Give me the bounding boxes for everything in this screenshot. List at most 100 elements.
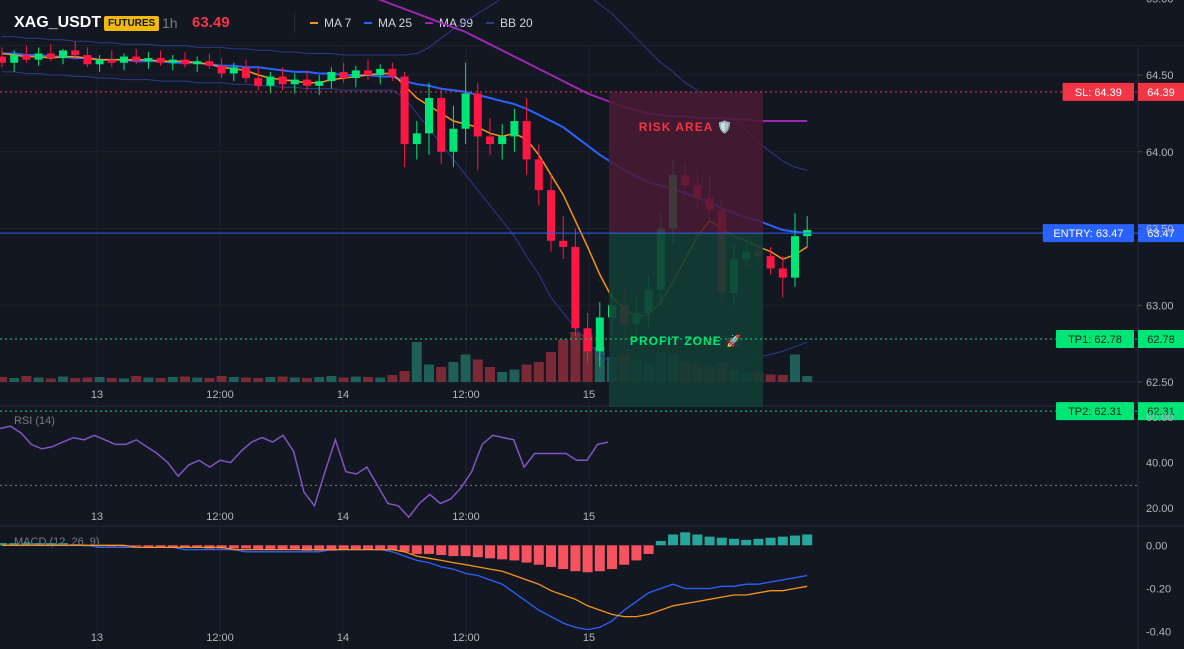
macd-histogram-bar: [241, 545, 251, 549]
level-tag-text: TP2: 62.31: [1068, 406, 1122, 418]
level-tag: [1042, 224, 1134, 243]
symbol-name[interactable]: XAG_USDT: [14, 14, 102, 31]
candle-body: [193, 61, 202, 65]
candle-body: [461, 93, 470, 129]
legend-bb20[interactable]: BB 20: [486, 16, 533, 30]
volume-bar: [155, 378, 166, 382]
candle-body: [400, 76, 409, 145]
volume-bar: [399, 371, 410, 382]
candle-body: [315, 81, 324, 86]
candle-body: [327, 71, 336, 82]
candle-body: [778, 268, 787, 278]
candle-body: [229, 67, 238, 74]
macd-histogram-bar: [790, 535, 800, 546]
volume-bar: [521, 364, 532, 382]
time-axis-label: 15: [583, 632, 595, 644]
volume-bar: [497, 372, 508, 382]
level-axis-tag: [1138, 82, 1184, 101]
macd-histogram-bar: [619, 545, 630, 565]
candle-body: [0, 56, 6, 63]
candle-body: [303, 79, 311, 86]
level-axis-tag: [1138, 330, 1184, 349]
macd-histogram-bar: [533, 545, 544, 565]
candle-body: [412, 133, 421, 145]
macd-histogram-bar: [570, 545, 581, 572]
macd-histogram-bar: [302, 545, 312, 551]
candle-body: [364, 70, 372, 75]
price-axis-label: 64.00: [1146, 147, 1174, 159]
legend-swatch-icon: [486, 22, 494, 24]
legend-label: MA 25: [378, 16, 413, 30]
volume-bar: [180, 376, 190, 382]
macd-histogram-bar: [33, 543, 44, 546]
volume-bar: [460, 354, 471, 382]
macd-axis-label: -0.40: [1146, 627, 1171, 639]
macd-histogram-bar: [167, 545, 178, 548]
level-axis-text: 62.78: [1147, 334, 1175, 346]
macd-histogram-bar: [753, 538, 764, 546]
price-axis-label: 65.00: [1146, 0, 1174, 5]
volume-bar: [472, 359, 483, 382]
timeframe-selector[interactable]: 1h: [162, 15, 178, 31]
volume-bar: [302, 378, 312, 382]
volume-bar: [131, 376, 142, 382]
macd-histogram-bar: [21, 543, 32, 546]
macd-histogram-bar: [497, 545, 508, 560]
macd-histogram-bar: [460, 545, 471, 557]
level-axis-tag: [1138, 402, 1184, 421]
volume-bar: [94, 377, 105, 382]
candle-body: [46, 53, 55, 59]
volume-bar: [70, 378, 81, 382]
legend-ma7[interactable]: MA 7: [310, 16, 351, 30]
macd-histogram-bar: [436, 545, 447, 556]
macd-histogram-bar: [729, 538, 739, 546]
candle-body: [254, 78, 263, 86]
volume-bar: [326, 376, 337, 382]
price-axis-label: 62.50: [1146, 377, 1174, 389]
level-tag-text: TP1: 62.78: [1068, 334, 1122, 346]
macd-histogram-bar: [375, 545, 386, 550]
risk-area-label: RISK AREA 🛡️: [639, 120, 733, 134]
candle-body: [522, 121, 531, 160]
macd-histogram-bar: [594, 545, 605, 572]
macd-histogram-bar: [704, 536, 715, 546]
macd-histogram-bar: [777, 536, 788, 546]
time-axis-label: 14: [337, 389, 349, 401]
volume-bar: [509, 369, 520, 382]
macd-histogram-bar: [58, 543, 68, 546]
volume-bar: [411, 342, 422, 382]
macd-histogram-bar: [338, 545, 349, 550]
price-axis-label: 64.50: [1146, 70, 1174, 82]
candle-body: [498, 136, 507, 145]
volume-bar: [216, 376, 227, 382]
candle-body: [486, 136, 494, 145]
profit-zone-label: PROFIT ZONE 🚀: [630, 334, 742, 348]
macd-histogram-bar: [716, 537, 727, 546]
macd-histogram-bar: [607, 545, 617, 570]
volume-bar: [338, 377, 349, 382]
volume-bar: [546, 352, 556, 382]
candle-body: [95, 59, 104, 65]
volume-bar: [558, 339, 569, 382]
macd-histogram-bar: [509, 545, 520, 561]
volume-bar: [436, 367, 447, 382]
macd-line: [2, 544, 808, 631]
legend-swatch-icon: [364, 22, 372, 24]
candle-body: [559, 240, 568, 247]
volume-bar: [21, 376, 32, 382]
candle-body: [766, 256, 775, 269]
time-axis-label: 12:00: [452, 511, 480, 523]
macd-histogram-bar: [192, 545, 203, 548]
macd-histogram-bar: [155, 545, 166, 548]
macd-histogram-bar: [387, 545, 398, 550]
macd-histogram-bar: [631, 545, 642, 561]
time-axis-label: 15: [583, 389, 595, 401]
legend-ma25[interactable]: MA 25: [364, 16, 412, 30]
macd-histogram-bar: [448, 545, 459, 557]
legend-ma99[interactable]: MA 99: [425, 16, 473, 30]
macd-histogram-bar: [399, 545, 410, 552]
candle-body: [425, 98, 433, 134]
volume-bar: [82, 377, 93, 382]
time-axis-label: 12:00: [206, 632, 234, 644]
